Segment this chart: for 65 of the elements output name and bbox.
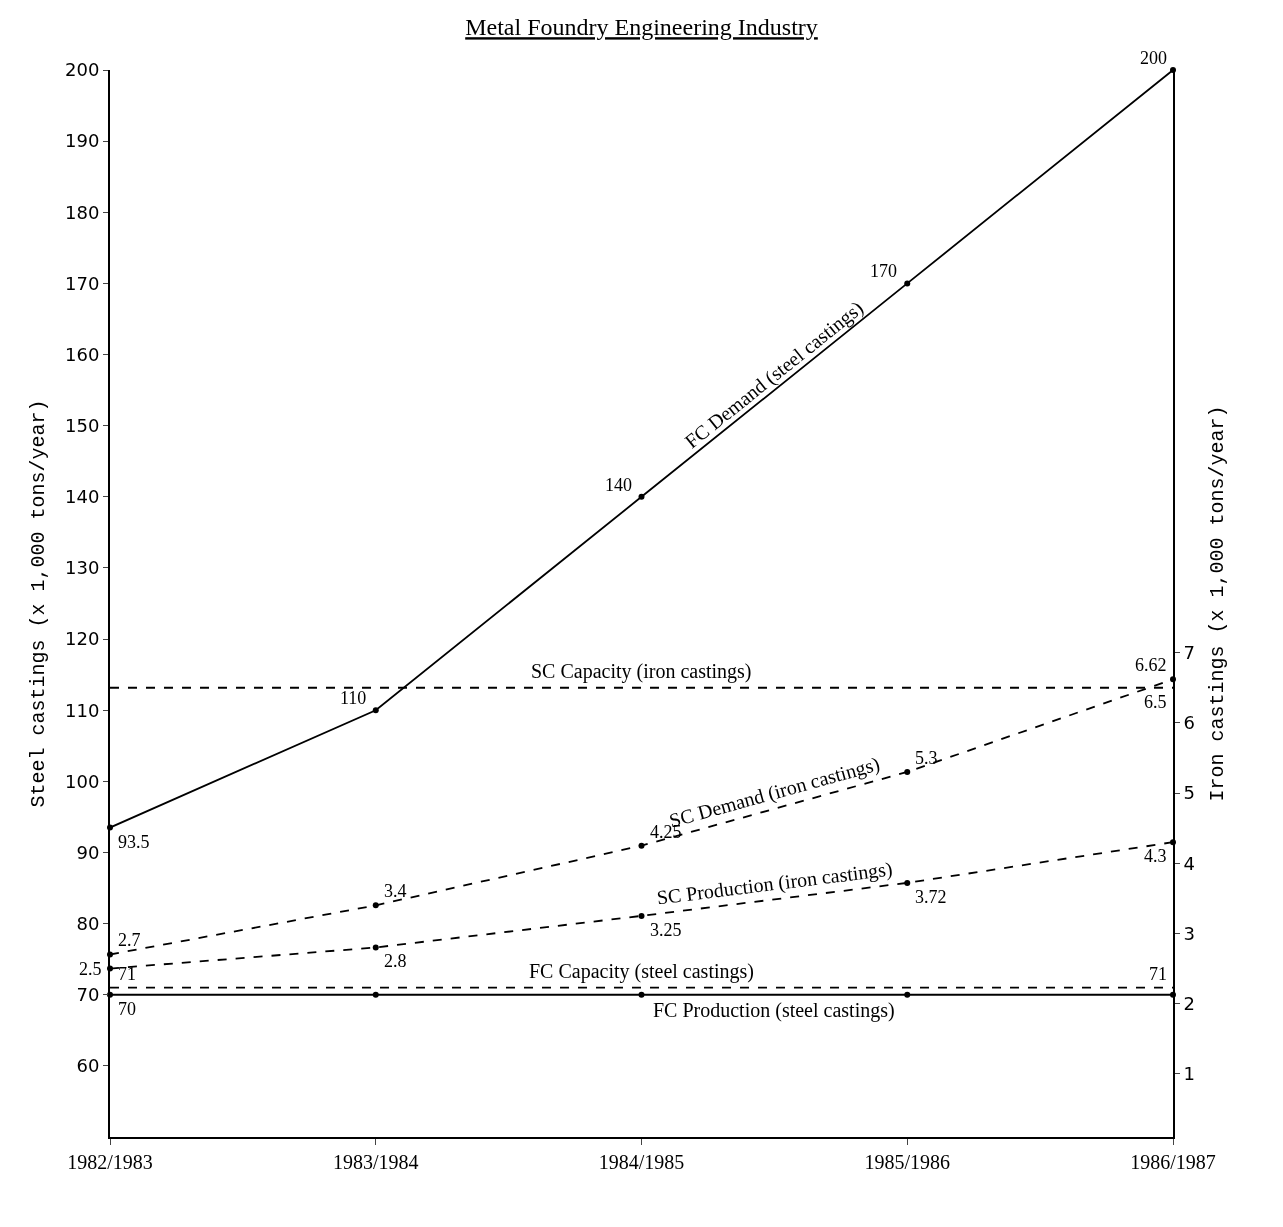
y-tick-label: 160 <box>65 343 100 365</box>
chart-title: Metal Foundry Engineering Industry <box>465 14 818 41</box>
y-tick-label: 100 <box>65 770 100 792</box>
data-label: 5.3 <box>915 748 938 768</box>
x-tick-label: 1984/1985 <box>598 1151 685 1173</box>
x-tick-label: 1982/1983 <box>67 1151 153 1173</box>
data-label: 93.5 <box>118 832 150 852</box>
y-tick-label: 150 <box>65 414 100 436</box>
y2-tick-label: 1 <box>1183 1063 1196 1085</box>
point <box>638 493 645 500</box>
data-label: 3.25 <box>650 920 682 940</box>
data-label: 200 <box>1140 48 1167 68</box>
data-label: 110 <box>340 688 367 708</box>
y-tick-label: 170 <box>65 272 100 294</box>
point <box>372 991 379 998</box>
point <box>904 991 911 998</box>
data-label: 70 <box>118 999 136 1019</box>
series-label: SC Capacity (iron castings) <box>531 660 752 683</box>
point <box>372 944 379 951</box>
y2-tick-label: 2 <box>1183 992 1196 1014</box>
point <box>904 879 911 886</box>
y2-axis-title: Iron castings (x 1,000 tons/year) <box>1206 405 1230 802</box>
y-tick-label: 60 <box>76 1055 100 1077</box>
y-tick-label: 140 <box>65 486 100 508</box>
data-label: 6.5 <box>1144 692 1167 712</box>
point <box>904 280 911 287</box>
data-label: 170 <box>870 261 897 281</box>
y-tick-label: 110 <box>65 699 100 721</box>
data-label: 71 <box>118 964 136 984</box>
y2-tick-label: 3 <box>1183 922 1196 944</box>
x-tick-label: 1986/1987 <box>1130 1151 1216 1173</box>
y2-tick-label: 6 <box>1183 712 1196 734</box>
x-tick-label: 1985/1986 <box>864 1151 951 1173</box>
y-tick-label: 80 <box>76 912 100 934</box>
y-tick-label: 190 <box>65 130 100 152</box>
series-label: FC Capacity (steel castings) <box>529 960 754 983</box>
y-tick-label: 70 <box>76 984 100 1006</box>
point <box>638 842 645 849</box>
data-label: 2.7 <box>118 930 141 950</box>
y-tick-label: 200 <box>65 59 100 81</box>
y-axis-title: Steel castings (x 1,000 tons/year) <box>27 399 51 808</box>
data-label: 2.5 <box>79 959 102 979</box>
data-label: 3.4 <box>384 881 407 901</box>
data-label: 6.62 <box>1135 655 1167 675</box>
point <box>904 768 911 775</box>
point <box>638 912 645 919</box>
text: SC Production (iron castings) <box>655 857 894 910</box>
point <box>372 902 379 909</box>
point <box>1170 67 1176 73</box>
data-label: 2.8 <box>384 951 407 971</box>
point <box>372 707 379 714</box>
data-label: 140 <box>605 475 632 495</box>
y-tick-label: 90 <box>76 841 100 863</box>
y2-tick-label: 5 <box>1183 782 1196 804</box>
y2-tick-label: 7 <box>1183 641 1196 663</box>
data-label: 4.3 <box>1144 846 1167 866</box>
data-label: 3.72 <box>915 887 947 907</box>
point <box>638 991 645 998</box>
x-tick-label: 1983/1984 <box>332 1151 419 1173</box>
y-tick-label: 180 <box>65 201 100 223</box>
data-label: 71 <box>1149 964 1167 984</box>
y2-tick-label: 4 <box>1183 852 1196 874</box>
y-tick-label: 130 <box>65 557 100 579</box>
series-label: FC Production (steel castings) <box>653 999 895 1022</box>
y-tick-label: 120 <box>65 628 100 650</box>
